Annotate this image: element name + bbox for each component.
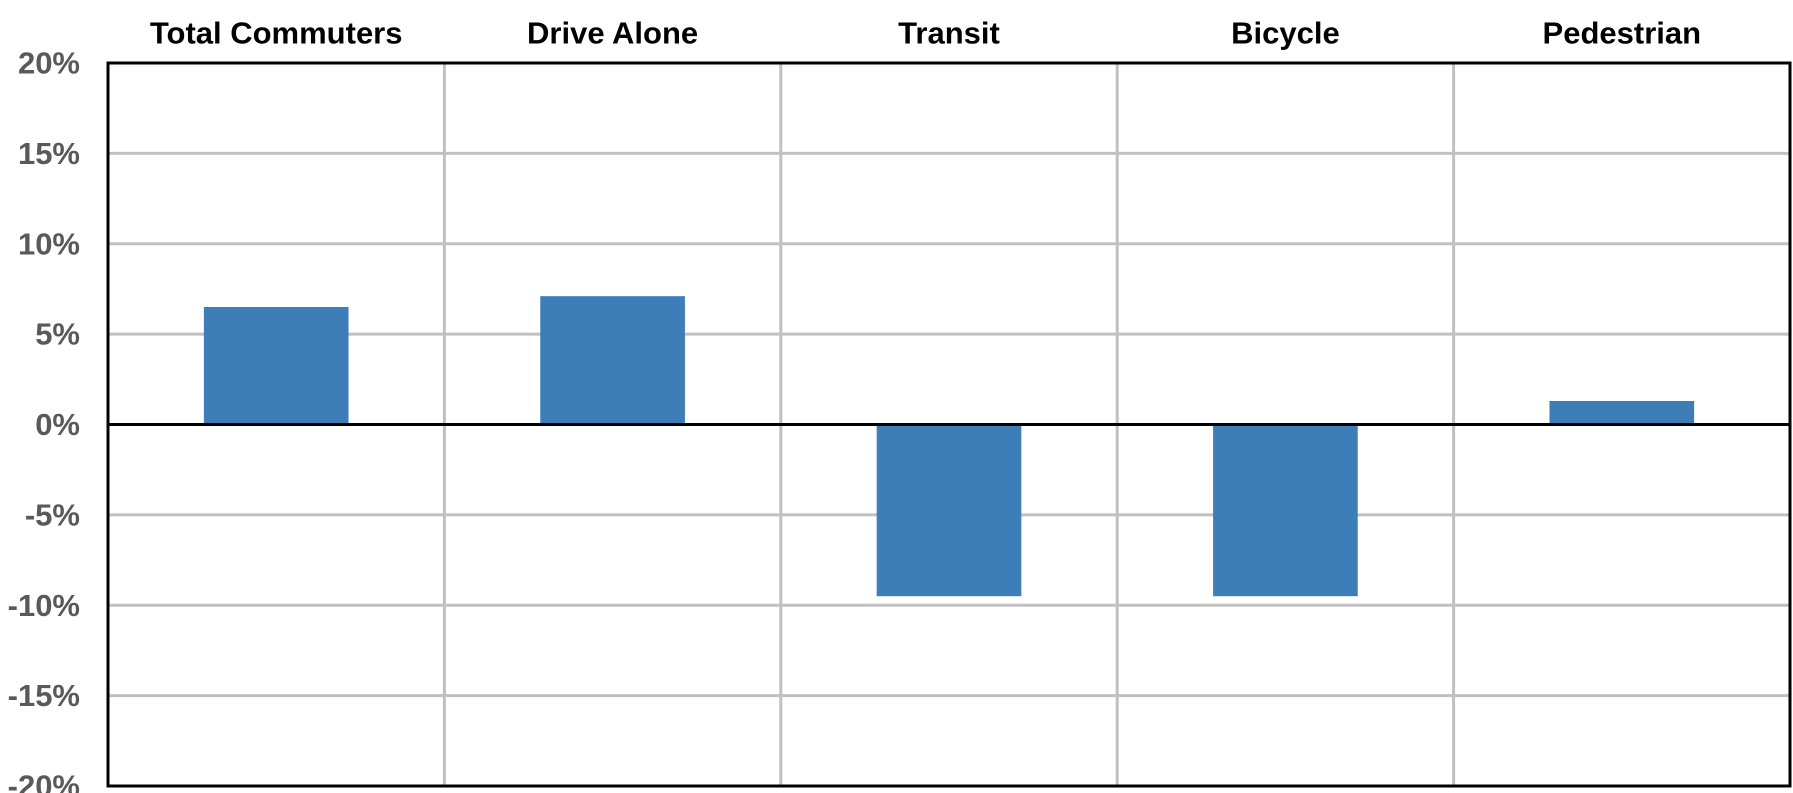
y-tick-label: -5% [25, 497, 80, 532]
bar-pedestrian [1549, 401, 1695, 425]
category-label: Bicycle [1231, 16, 1340, 51]
bars [203, 296, 1695, 597]
bar-drive-alone [540, 296, 685, 425]
bar-transit [876, 424, 1022, 597]
y-tick-label: 5% [35, 317, 80, 352]
y-tick-label: -10% [8, 588, 80, 623]
labels: 20% 15% 10% 5% 0% -5% -10% -15% -20% Total Commut… [8, 16, 1701, 793]
y-tick-label: 15% [18, 136, 80, 171]
category-label: Total Commuters [150, 16, 403, 51]
bar-bicycle [1213, 424, 1358, 597]
bar-total-commuters [203, 307, 349, 425]
category-label: Pedestrian [1543, 16, 1702, 51]
y-tick-label: -15% [8, 678, 80, 713]
axes [106, 61, 1792, 788]
category-label: Transit [898, 16, 1000, 51]
category-label: Drive Alone [527, 16, 698, 51]
y-tick-label: -20% [8, 769, 80, 793]
y-tick-label: 10% [18, 226, 80, 261]
y-tick-label: 20% [18, 46, 80, 81]
y-tick-label: 0% [35, 407, 80, 442]
